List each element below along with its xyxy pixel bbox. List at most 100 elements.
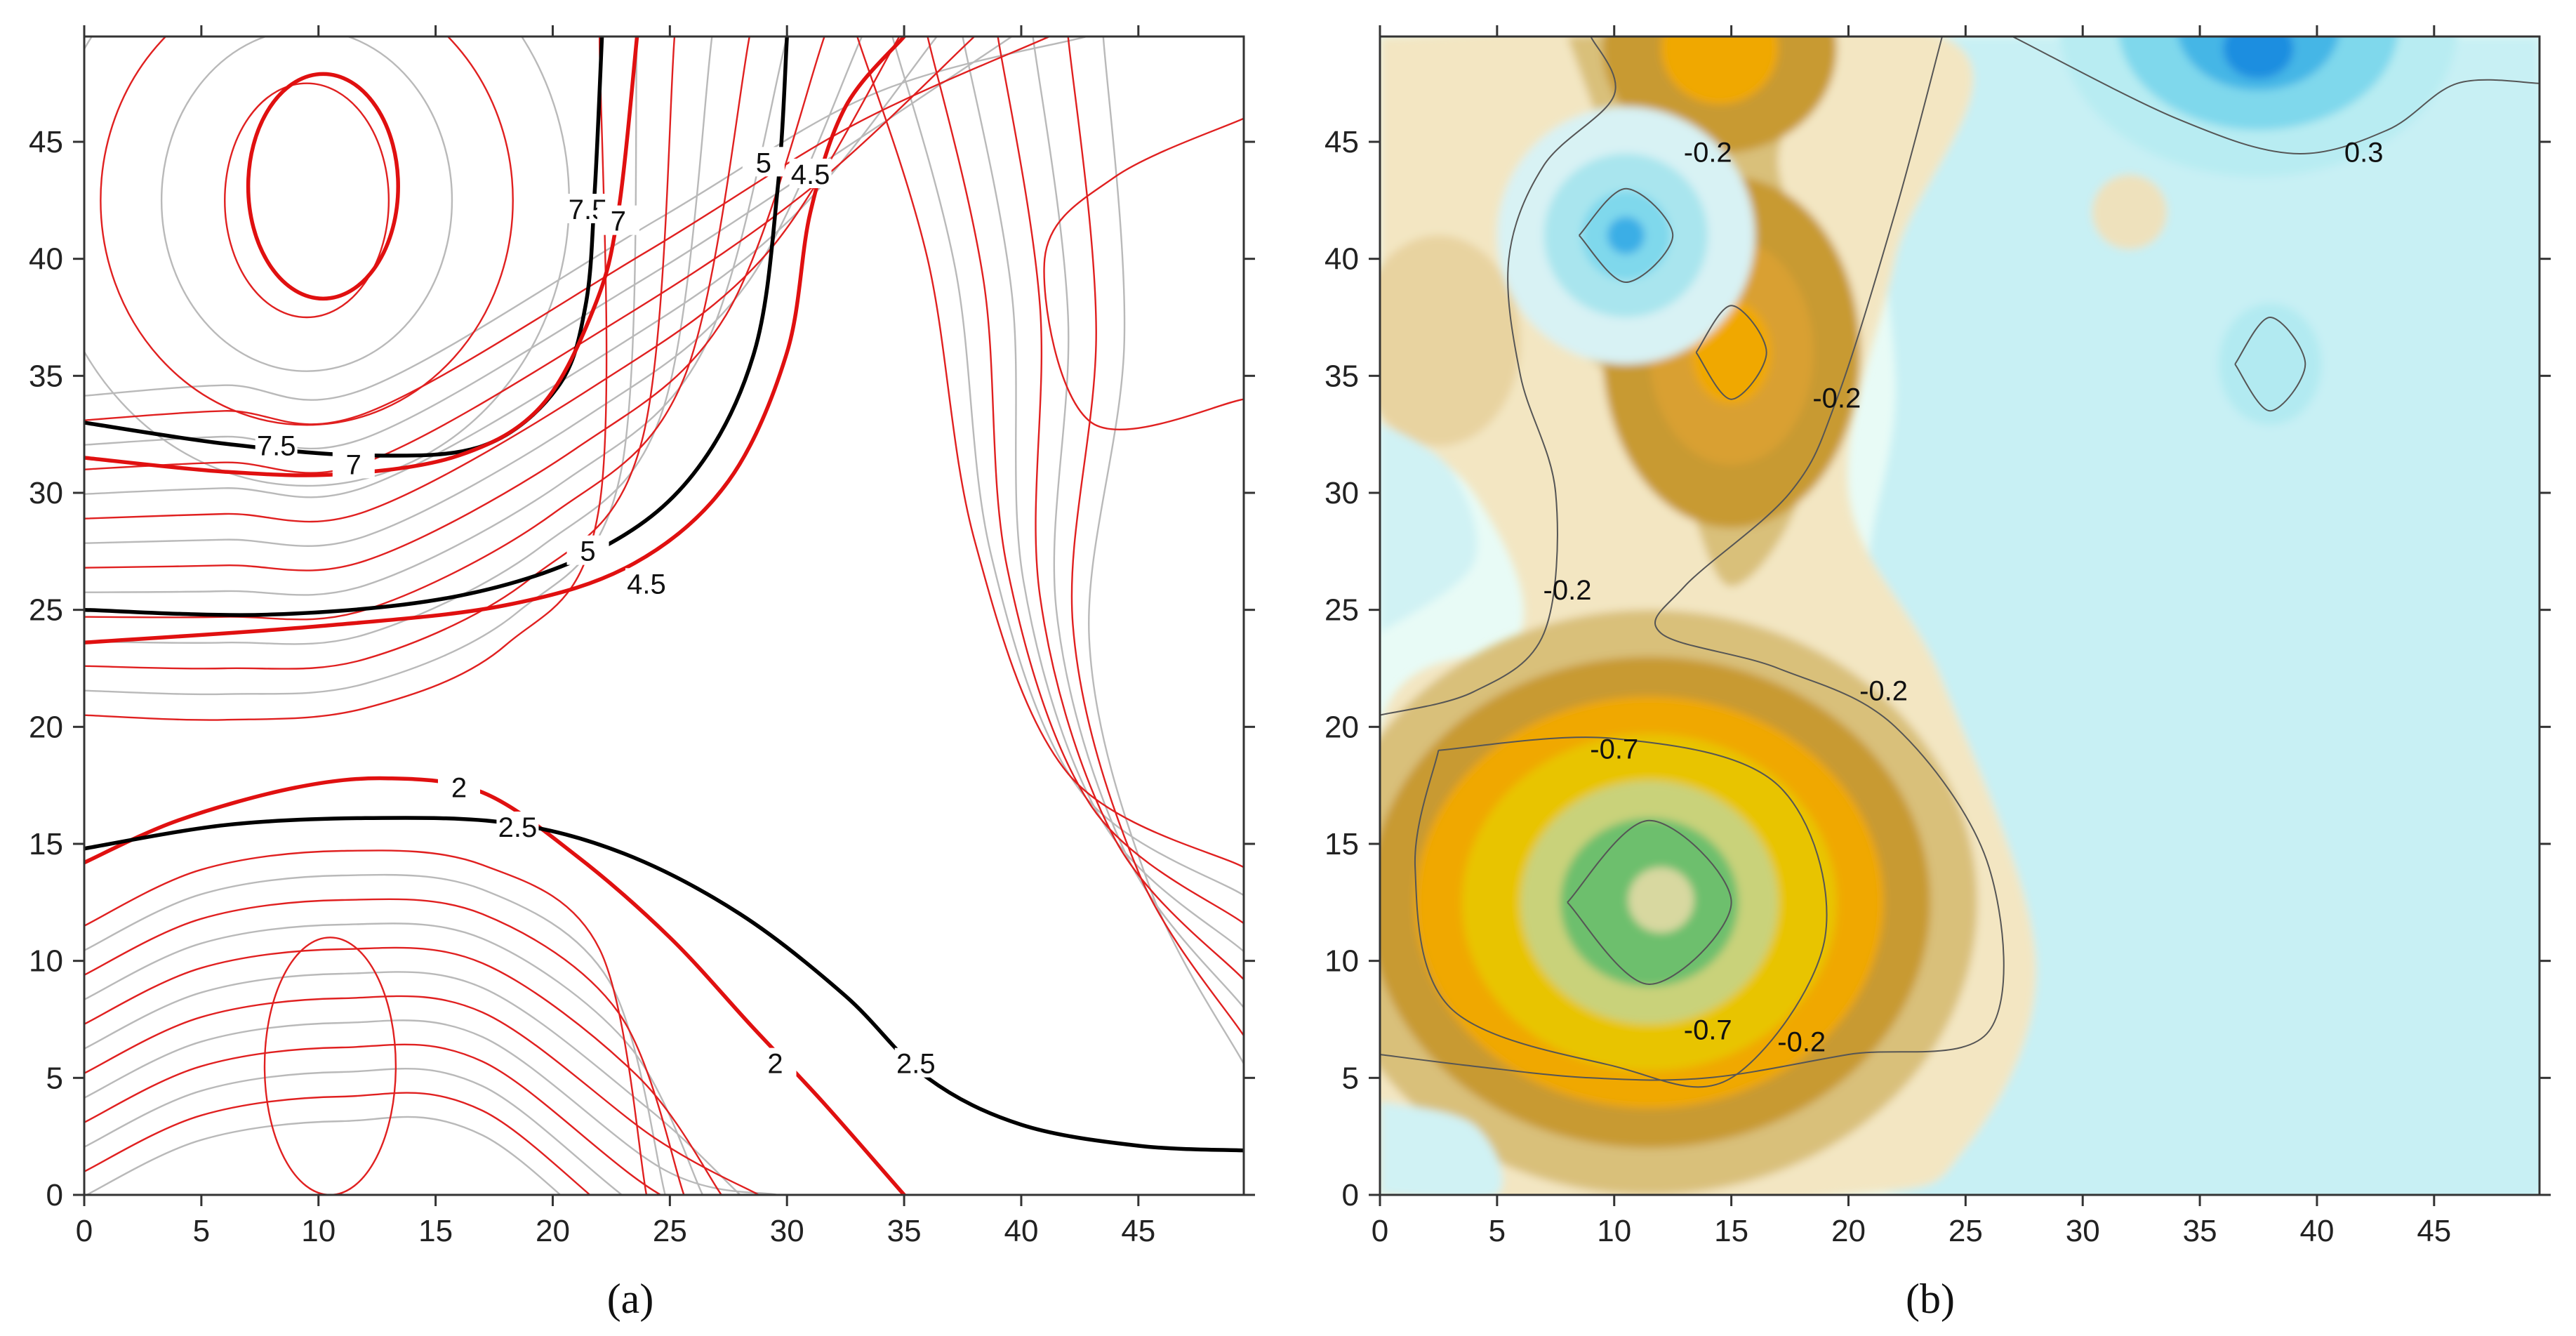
minor-contour-loop — [100, 37, 514, 426]
y-tick-label: 5 — [1342, 1061, 1359, 1095]
contour-label: 4.5 — [627, 569, 666, 600]
minor-contour-line — [84, 1068, 816, 1195]
y-tick-label: 40 — [29, 242, 63, 277]
minor-contour-line — [84, 37, 676, 670]
x-tick-label: 10 — [1597, 1214, 1631, 1248]
y-tick-label: 45 — [1324, 125, 1359, 159]
minor-contour-line — [84, 995, 759, 1195]
x-tick-label: 45 — [2417, 1214, 2451, 1248]
x-tick-label: 25 — [653, 1214, 687, 1248]
contour-label: -0.7 — [1590, 734, 1638, 765]
minor-contour-line — [84, 37, 750, 621]
y-tick-label: 20 — [29, 710, 63, 744]
minor-contour-loop — [160, 37, 453, 372]
minor-contour-line — [856, 37, 1244, 868]
filled-contours-b: -0.2 -0.2 -0.2 -0.2 -0.2 -0.7 -0.7 0.3 — [1380, 37, 2540, 1195]
low-anomaly-core — [1628, 867, 1694, 933]
contour-label-bg — [566, 535, 609, 565]
y-tick-label: 30 — [1324, 476, 1359, 510]
edge-anomaly — [1380, 235, 1521, 447]
x-tick-label: 15 — [418, 1214, 453, 1248]
contour-label: 7 — [346, 449, 361, 480]
contour-label: -0.2 — [1812, 383, 1861, 414]
minor-contour-line — [84, 37, 788, 596]
x-tick-label: 45 — [1121, 1214, 1155, 1248]
panel-caption-b: (b) — [1906, 1276, 1955, 1322]
y-tick-label: 5 — [46, 1061, 63, 1095]
minor-contour-line — [84, 37, 901, 523]
major-contour-loop — [246, 72, 400, 301]
major-contour-line — [84, 816, 1244, 1153]
minor-contour-line — [1088, 37, 1244, 1064]
minor-contour-line — [927, 37, 1244, 925]
minor-contour-line — [1067, 37, 1244, 1036]
contour-label: -0.2 — [1684, 138, 1732, 168]
contour-label-bg — [255, 430, 298, 460]
contour-label-bg — [597, 205, 639, 235]
minor-contour-line — [84, 922, 704, 1195]
minor-contour-line — [84, 1019, 778, 1195]
contour-label-bg — [754, 1047, 797, 1078]
minor-contour-line — [962, 37, 1244, 953]
contour-label: 2.5 — [896, 1049, 936, 1080]
minor-contour-loop — [1043, 117, 1244, 430]
x-tick-label: 35 — [2183, 1214, 2217, 1248]
small-warm-spot — [2092, 174, 2167, 250]
x-tick-label: 40 — [2299, 1214, 2334, 1248]
minor-contour-loop — [224, 82, 390, 319]
x-tick-label: 5 — [1489, 1214, 1506, 1248]
x-tick-label: 25 — [1948, 1214, 1983, 1248]
panel-caption-a: (a) — [607, 1276, 654, 1322]
x-tick-label: 5 — [193, 1214, 210, 1248]
minor-contour-line — [84, 37, 1050, 425]
y-tick-label: 15 — [1324, 827, 1359, 861]
contour-line-minus-0-2 — [1380, 37, 2005, 1081]
contour-label-bg — [437, 772, 480, 802]
y-tick-label: 35 — [1324, 359, 1359, 393]
minor-contour-line — [84, 37, 1013, 450]
major-contour-line — [84, 37, 789, 617]
y-tick-label: 40 — [1324, 242, 1359, 277]
y-tick-label: 0 — [1342, 1178, 1359, 1212]
x-tick-label: 0 — [1372, 1214, 1388, 1248]
contour-label-bg — [496, 812, 539, 841]
x-tick-label: 10 — [301, 1214, 336, 1248]
contour-line-0-3 — [2234, 316, 2306, 412]
x-tick-label: 40 — [1004, 1214, 1038, 1248]
contour-line-0-3 — [1578, 187, 1674, 284]
contour-label-bg — [625, 568, 668, 598]
contour-label: 5 — [580, 536, 595, 567]
high-anomaly-core — [1607, 216, 1645, 255]
contour-label-bg — [789, 159, 832, 188]
minor-contour-line — [84, 898, 685, 1195]
minor-contour-line — [84, 946, 722, 1195]
contour-label: 2.5 — [498, 812, 538, 843]
contour-label: 2 — [767, 1049, 783, 1080]
y-tick-label: 15 — [29, 827, 63, 861]
contour-label-bg — [742, 147, 785, 177]
contour-label-bg — [332, 449, 375, 479]
cold-patch — [1380, 1101, 1503, 1195]
minor-contour-line — [84, 37, 1087, 401]
y-tick-label: 30 — [29, 476, 63, 510]
minor-contour-line — [84, 37, 638, 696]
y-tick-label: 20 — [1324, 710, 1359, 744]
contour-line-0-3 — [2012, 37, 2540, 154]
contour-label: 2 — [451, 772, 467, 803]
contour-line-minus-0-2 — [1380, 37, 1616, 716]
contour-label: -0.7 — [1684, 1015, 1732, 1046]
plot-frame-a — [83, 35, 1245, 1196]
y-tick-label: 10 — [29, 944, 63, 979]
y-tick-label: 25 — [29, 593, 63, 628]
x-tick-label: 15 — [1714, 1214, 1748, 1248]
contour-label: -0.2 — [1777, 1026, 1826, 1057]
contour-label-bg — [894, 1047, 937, 1078]
high-anomaly-core — [2223, 37, 2294, 79]
minor-contour-line — [84, 37, 608, 721]
minor-contour-line — [84, 1043, 797, 1195]
minor-contour-line — [84, 37, 976, 474]
minor-contour-line — [84, 971, 741, 1195]
contour-label: 7 — [611, 206, 626, 237]
minor-contour-line — [84, 37, 825, 571]
minor-contour-line — [891, 37, 1244, 897]
